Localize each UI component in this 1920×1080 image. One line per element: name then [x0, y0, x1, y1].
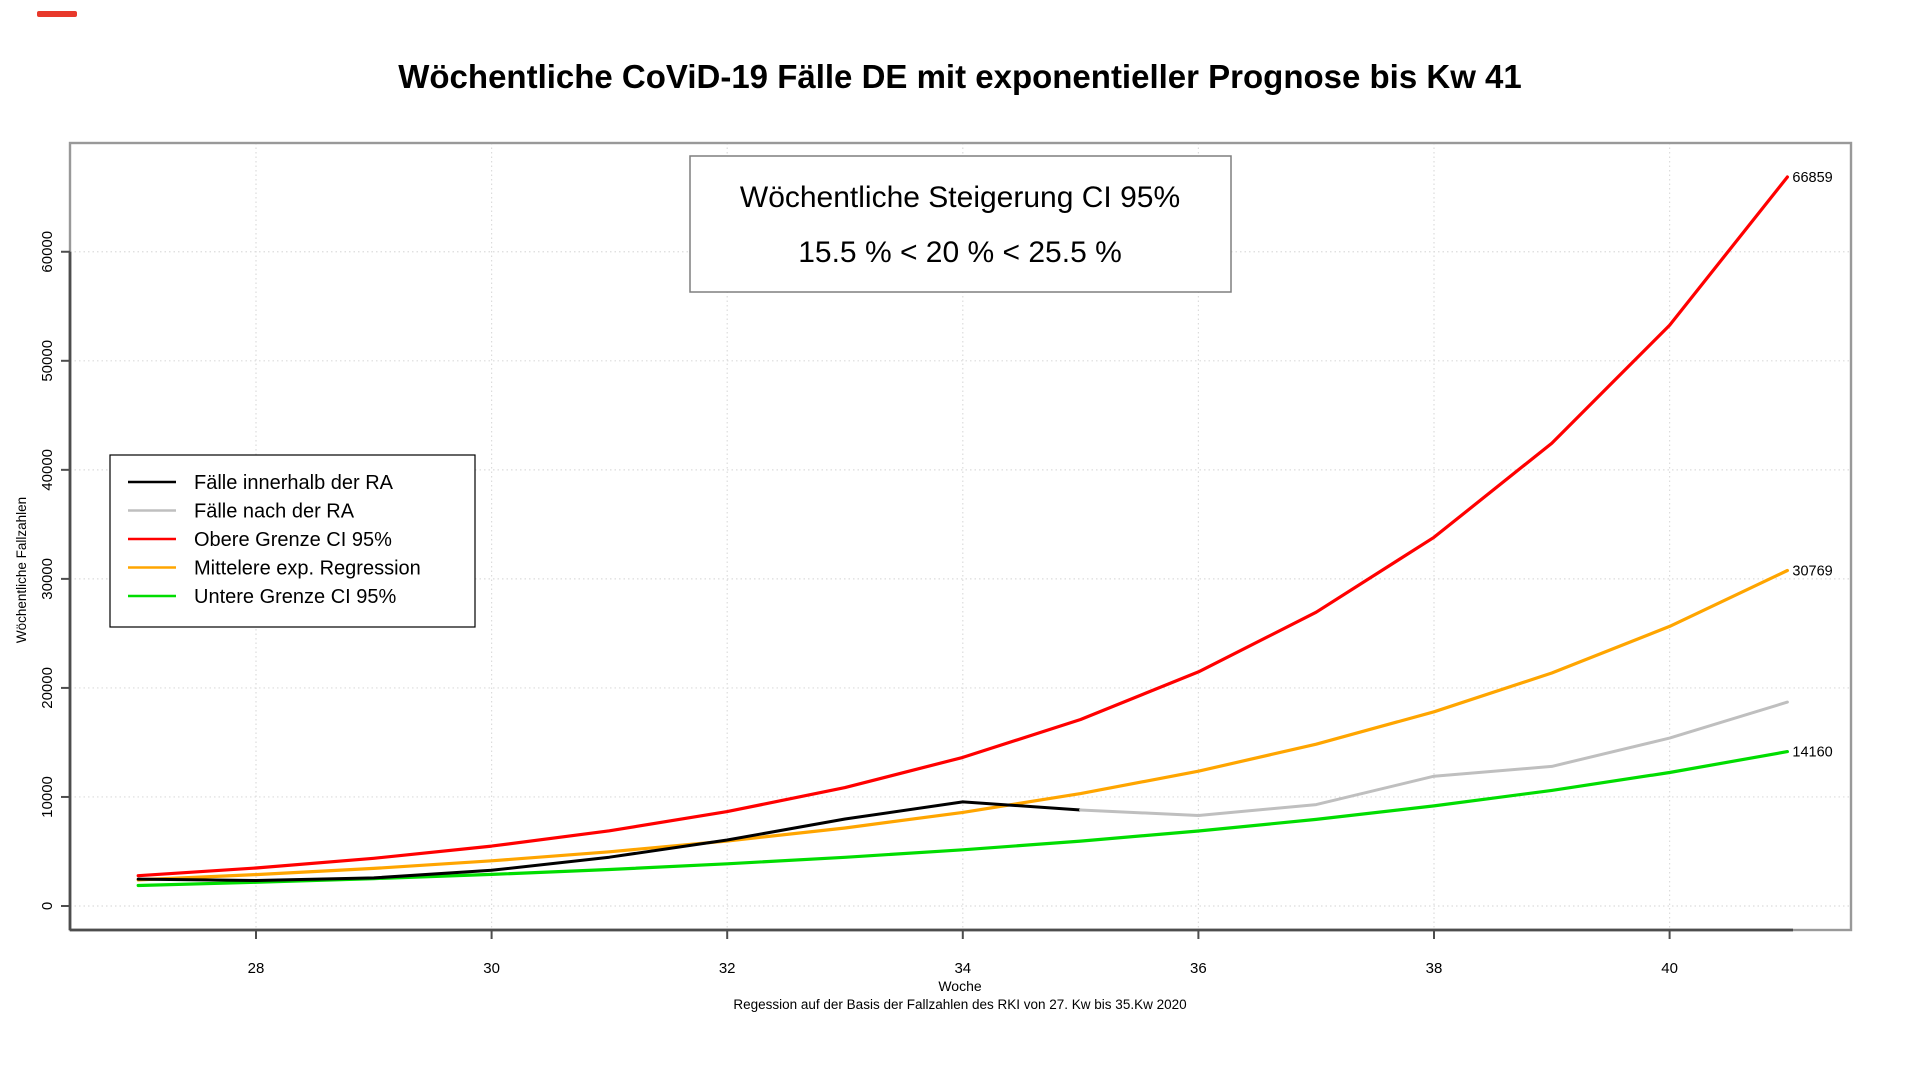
series-line-2 — [136, 749, 1790, 888]
x-tick-label-40: 40 — [1661, 960, 1678, 977]
end-label-30769: 30769 — [1792, 563, 1832, 579]
x-tick-label-32: 32 — [719, 960, 736, 977]
series-line-1 — [136, 568, 1790, 882]
legend: Fälle innerhalb der RA Fälle nach der RA O… — [109, 454, 476, 628]
y-axis-title: Wöchentliche Fallzahlen — [14, 497, 29, 643]
x-axis-subtitle: Regession auf der Basis der Fallzahlen d… — [733, 997, 1186, 1012]
legend-item-label-0: Fälle innerhalb der RA — [194, 472, 394, 494]
series-layer — [136, 175, 1790, 888]
end-label-66859: 66859 — [1792, 170, 1832, 186]
end-label-14160: 14160 — [1792, 745, 1832, 761]
page-title: Wöchentliche CoViD-19 Fälle DE mit expon… — [398, 58, 1521, 95]
annotation-line2: 15.5 % < 20 % < 25.5 % — [798, 236, 1122, 269]
top-left-red-marker — [37, 11, 77, 17]
series-line-0 — [136, 175, 1790, 878]
legend-item-label-1: Fälle nach der RA — [194, 501, 355, 523]
series-line-4 — [1079, 700, 1789, 817]
y-tick-label-10000: 10000 — [39, 776, 56, 818]
annotation-box-frame — [689, 155, 1232, 293]
series-line-3 — [136, 800, 1083, 882]
legend-rows: Fälle innerhalb der RA Fälle nach der RA O… — [128, 472, 421, 608]
x-tick-label-34: 34 — [954, 960, 971, 977]
y-tick-label-50000: 50000 — [39, 340, 56, 382]
end-label-layer: 66859 30769 14160 — [1792, 170, 1832, 761]
legend-item-4: Untere Grenze CI 95% — [128, 586, 397, 608]
y-tick-label-20000: 20000 — [39, 667, 56, 709]
legend-item-0: Fälle innerhalb der RA — [128, 472, 394, 494]
legend-frame — [109, 454, 476, 628]
x-tick-label-36: 36 — [1190, 960, 1207, 977]
legend-item-1: Fälle nach der RA — [128, 501, 355, 523]
legend-item-label-2: Obere Grenze CI 95% — [194, 529, 392, 551]
x-tick-label-38: 38 — [1426, 960, 1443, 977]
y-tick-label-40000: 40000 — [39, 449, 56, 491]
y-tick-label-30000: 30000 — [39, 558, 56, 600]
x-tick-label-30: 30 — [483, 960, 500, 977]
y-tick-label-0: 0 — [39, 902, 56, 910]
x-tick-label-28: 28 — [248, 960, 265, 977]
axis-layer: 28 30 32 34 36 38 40 0 10000 20000 30000 40000 50000… — [39, 141, 1853, 977]
legend-item-3: Mittelere exp. Regression — [128, 558, 421, 580]
x-axis-title: Woche — [938, 978, 982, 994]
legend-item-label-3: Mittelere exp. Regression — [194, 558, 421, 580]
annotation-line1: Wöchentliche Steigerung CI 95% — [740, 181, 1180, 214]
y-tick-label-60000: 60000 — [39, 231, 56, 273]
legend-item-label-4: Untere Grenze CI 95% — [194, 586, 397, 608]
legend-item-2: Obere Grenze CI 95% — [128, 529, 392, 551]
annotation-box: Wöchentliche Steigerung CI 95% 15.5 % < … — [689, 155, 1232, 293]
